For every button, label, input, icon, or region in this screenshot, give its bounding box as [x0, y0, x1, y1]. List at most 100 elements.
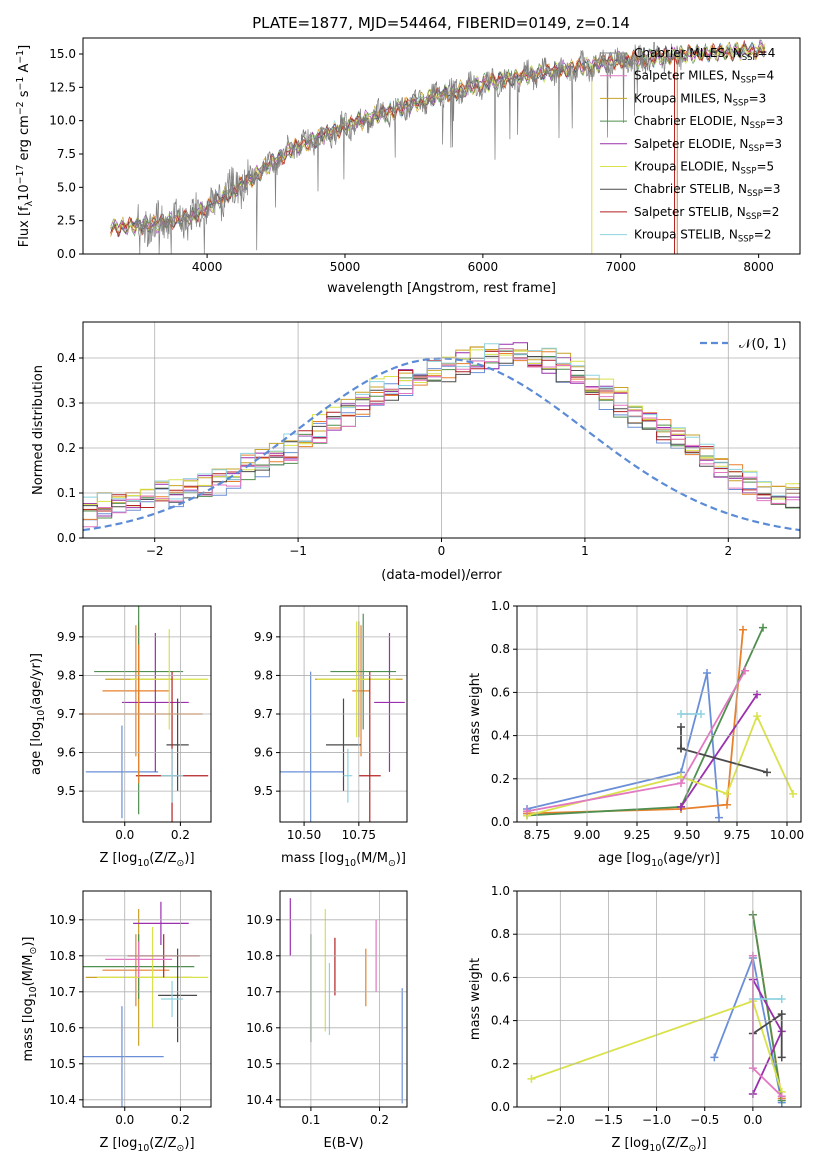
tick-label-y: 0.2 — [57, 441, 76, 455]
weight-vs-age-panel-area — [523, 623, 797, 822]
legend-rest: =3 — [766, 114, 784, 128]
tick-label-x: 5000 — [330, 260, 361, 274]
label-part: Flux [f — [17, 206, 32, 247]
tick-label-y: 9.7 — [254, 707, 273, 721]
weight-marker — [763, 768, 771, 777]
label-part: erg cm — [17, 115, 32, 164]
label-part: s — [17, 90, 32, 101]
weight-vs-age-panel: 8.75 9.00 9.25 9.50 9.75 10.00 0.0 0.2 0.4 0.6 0.8… — [468, 599, 804, 869]
histogram-series — [83, 349, 800, 505]
tick-label-y: 0.4 — [491, 729, 510, 743]
tick-label-x: 0.2 — [171, 1113, 190, 1127]
weight-marker — [710, 1053, 719, 1062]
x-axis-label: wavelength [Angstrom, rest frame] — [327, 281, 556, 296]
label-part: 10 — [137, 858, 149, 869]
tick-label-y: 10.0 — [49, 114, 76, 128]
label-part: A — [17, 64, 32, 77]
weight-series-line — [752, 914, 783, 1101]
tick-label-y: 1.0 — [491, 599, 510, 613]
label-part: mass [log — [281, 851, 344, 866]
tick-label-x: 0.2 — [171, 828, 190, 842]
label-part: age [log — [29, 722, 44, 775]
y-axis-label: mass weight — [468, 673, 483, 755]
tick-label-x: 0.2 — [370, 1113, 389, 1127]
legend-rest: =3 — [764, 137, 782, 151]
tick-label-x: −2.0 — [546, 1113, 575, 1127]
label-part: )] — [184, 1136, 194, 1151]
tick-label-x: 10.75 — [342, 828, 376, 842]
tick-label-y: 0.0 — [491, 1100, 510, 1114]
axes-frame — [516, 605, 802, 823]
tick-label-y: 10.6 — [246, 1021, 273, 1035]
label-part: −1 — [15, 77, 26, 91]
legend-sub: SSP — [750, 121, 766, 131]
tick-label-x: 9.00 — [574, 828, 601, 842]
label-part: −1 — [15, 50, 26, 64]
label-part: age [log — [598, 851, 651, 866]
axes-frame — [82, 321, 801, 539]
tick-label-x: −2 — [146, 544, 164, 558]
histogram-series — [83, 346, 800, 520]
tick-label-y: 0.4 — [491, 1014, 510, 1028]
tick-label-x: 4000 — [192, 260, 223, 274]
axes-frame — [279, 890, 408, 1108]
weight-marker — [753, 690, 761, 699]
weight-marker — [677, 744, 685, 753]
label-part: (Z/Z — [149, 1136, 176, 1151]
mass-vs-Z-panel: 0.0 0.210.410.510.610.710.810.9Z [log10(Z… — [21, 890, 212, 1154]
x-axis-label: Z [log10(Z/Z⊙)] — [99, 1136, 194, 1154]
tick-label-y: 0.0 — [57, 531, 76, 545]
tick-label-y: 10.6 — [49, 1021, 76, 1035]
tick-label-y: 0.4 — [57, 351, 76, 365]
weight-marker — [777, 1010, 786, 1019]
legend-rest: =5 — [756, 160, 774, 174]
legend-text: Kroupa MILES, N — [634, 91, 733, 105]
tick-label-y: 10.5 — [246, 1057, 273, 1071]
tick-label-x: 0.0 — [115, 828, 134, 842]
legend-sub: SSP — [748, 144, 764, 154]
tick-label-x: 6000 — [468, 260, 499, 274]
legend-label: Chabrier MILES, NSSP=4 — [634, 46, 775, 63]
tick-label-x: 8000 — [743, 260, 774, 274]
weight-marker — [677, 710, 685, 718]
weight-marker — [527, 1074, 536, 1083]
spectrum-panel: 4000 5000 6000 7000 8000 0.0 2.5 5.0 7.5 10.0 12.5… — [15, 37, 801, 296]
legend-rest: =3 — [749, 91, 767, 105]
histogram-series — [83, 350, 800, 512]
tick-label-x: 9.75 — [724, 828, 751, 842]
label-part: 10 — [651, 858, 663, 869]
label-part: 10 — [28, 986, 39, 998]
weight-series-line — [526, 627, 764, 817]
tick-label-y: 9.7 — [57, 707, 76, 721]
tick-label-y: 0.2 — [491, 1057, 510, 1071]
weight-marker — [677, 802, 685, 811]
legend-sub: SSP — [746, 212, 762, 222]
tick-label-y: 9.5 — [254, 784, 273, 798]
tick-label-y: 0.0 — [491, 815, 510, 829]
legend-text: Chabrier STELIB, N — [634, 182, 747, 196]
tick-label-y: 9.6 — [57, 746, 76, 760]
histogram-series — [83, 346, 800, 510]
weight-marker — [703, 668, 711, 677]
label-part: ] — [17, 45, 32, 50]
legend-text: Kroupa STELIB, N — [634, 228, 738, 242]
x-axis-label: Z [log10(Z/Z⊙)] — [99, 851, 194, 869]
tick-label-x: 9.50 — [674, 828, 701, 842]
tick-label-x: 0 — [438, 544, 446, 558]
weight-marker — [741, 666, 749, 675]
tick-label-x: −1.5 — [594, 1113, 623, 1127]
legend-text: Chabrier MILES, N — [634, 46, 742, 60]
label-part: 10 — [137, 1143, 149, 1154]
tick-label-y: 0.6 — [491, 685, 510, 699]
label-part: λ — [24, 200, 35, 206]
weight-series-line — [680, 694, 758, 808]
weight-marker — [523, 807, 531, 816]
tick-label-y: 10.4 — [246, 1093, 273, 1107]
y-axis-label: age [log10(age/yr)] — [29, 653, 47, 775]
weight-marker — [759, 623, 767, 632]
label-part: ⊙ — [177, 858, 185, 869]
mass-vs-ebv-panel: 0.1 0.2 10.4 10.5 10.6 10.7 10.8 10.9 E(B-V) — [246, 890, 408, 1151]
tick-label-y: 0.2 — [491, 772, 510, 786]
x-axis-label: (data-model)/error — [381, 568, 502, 583]
